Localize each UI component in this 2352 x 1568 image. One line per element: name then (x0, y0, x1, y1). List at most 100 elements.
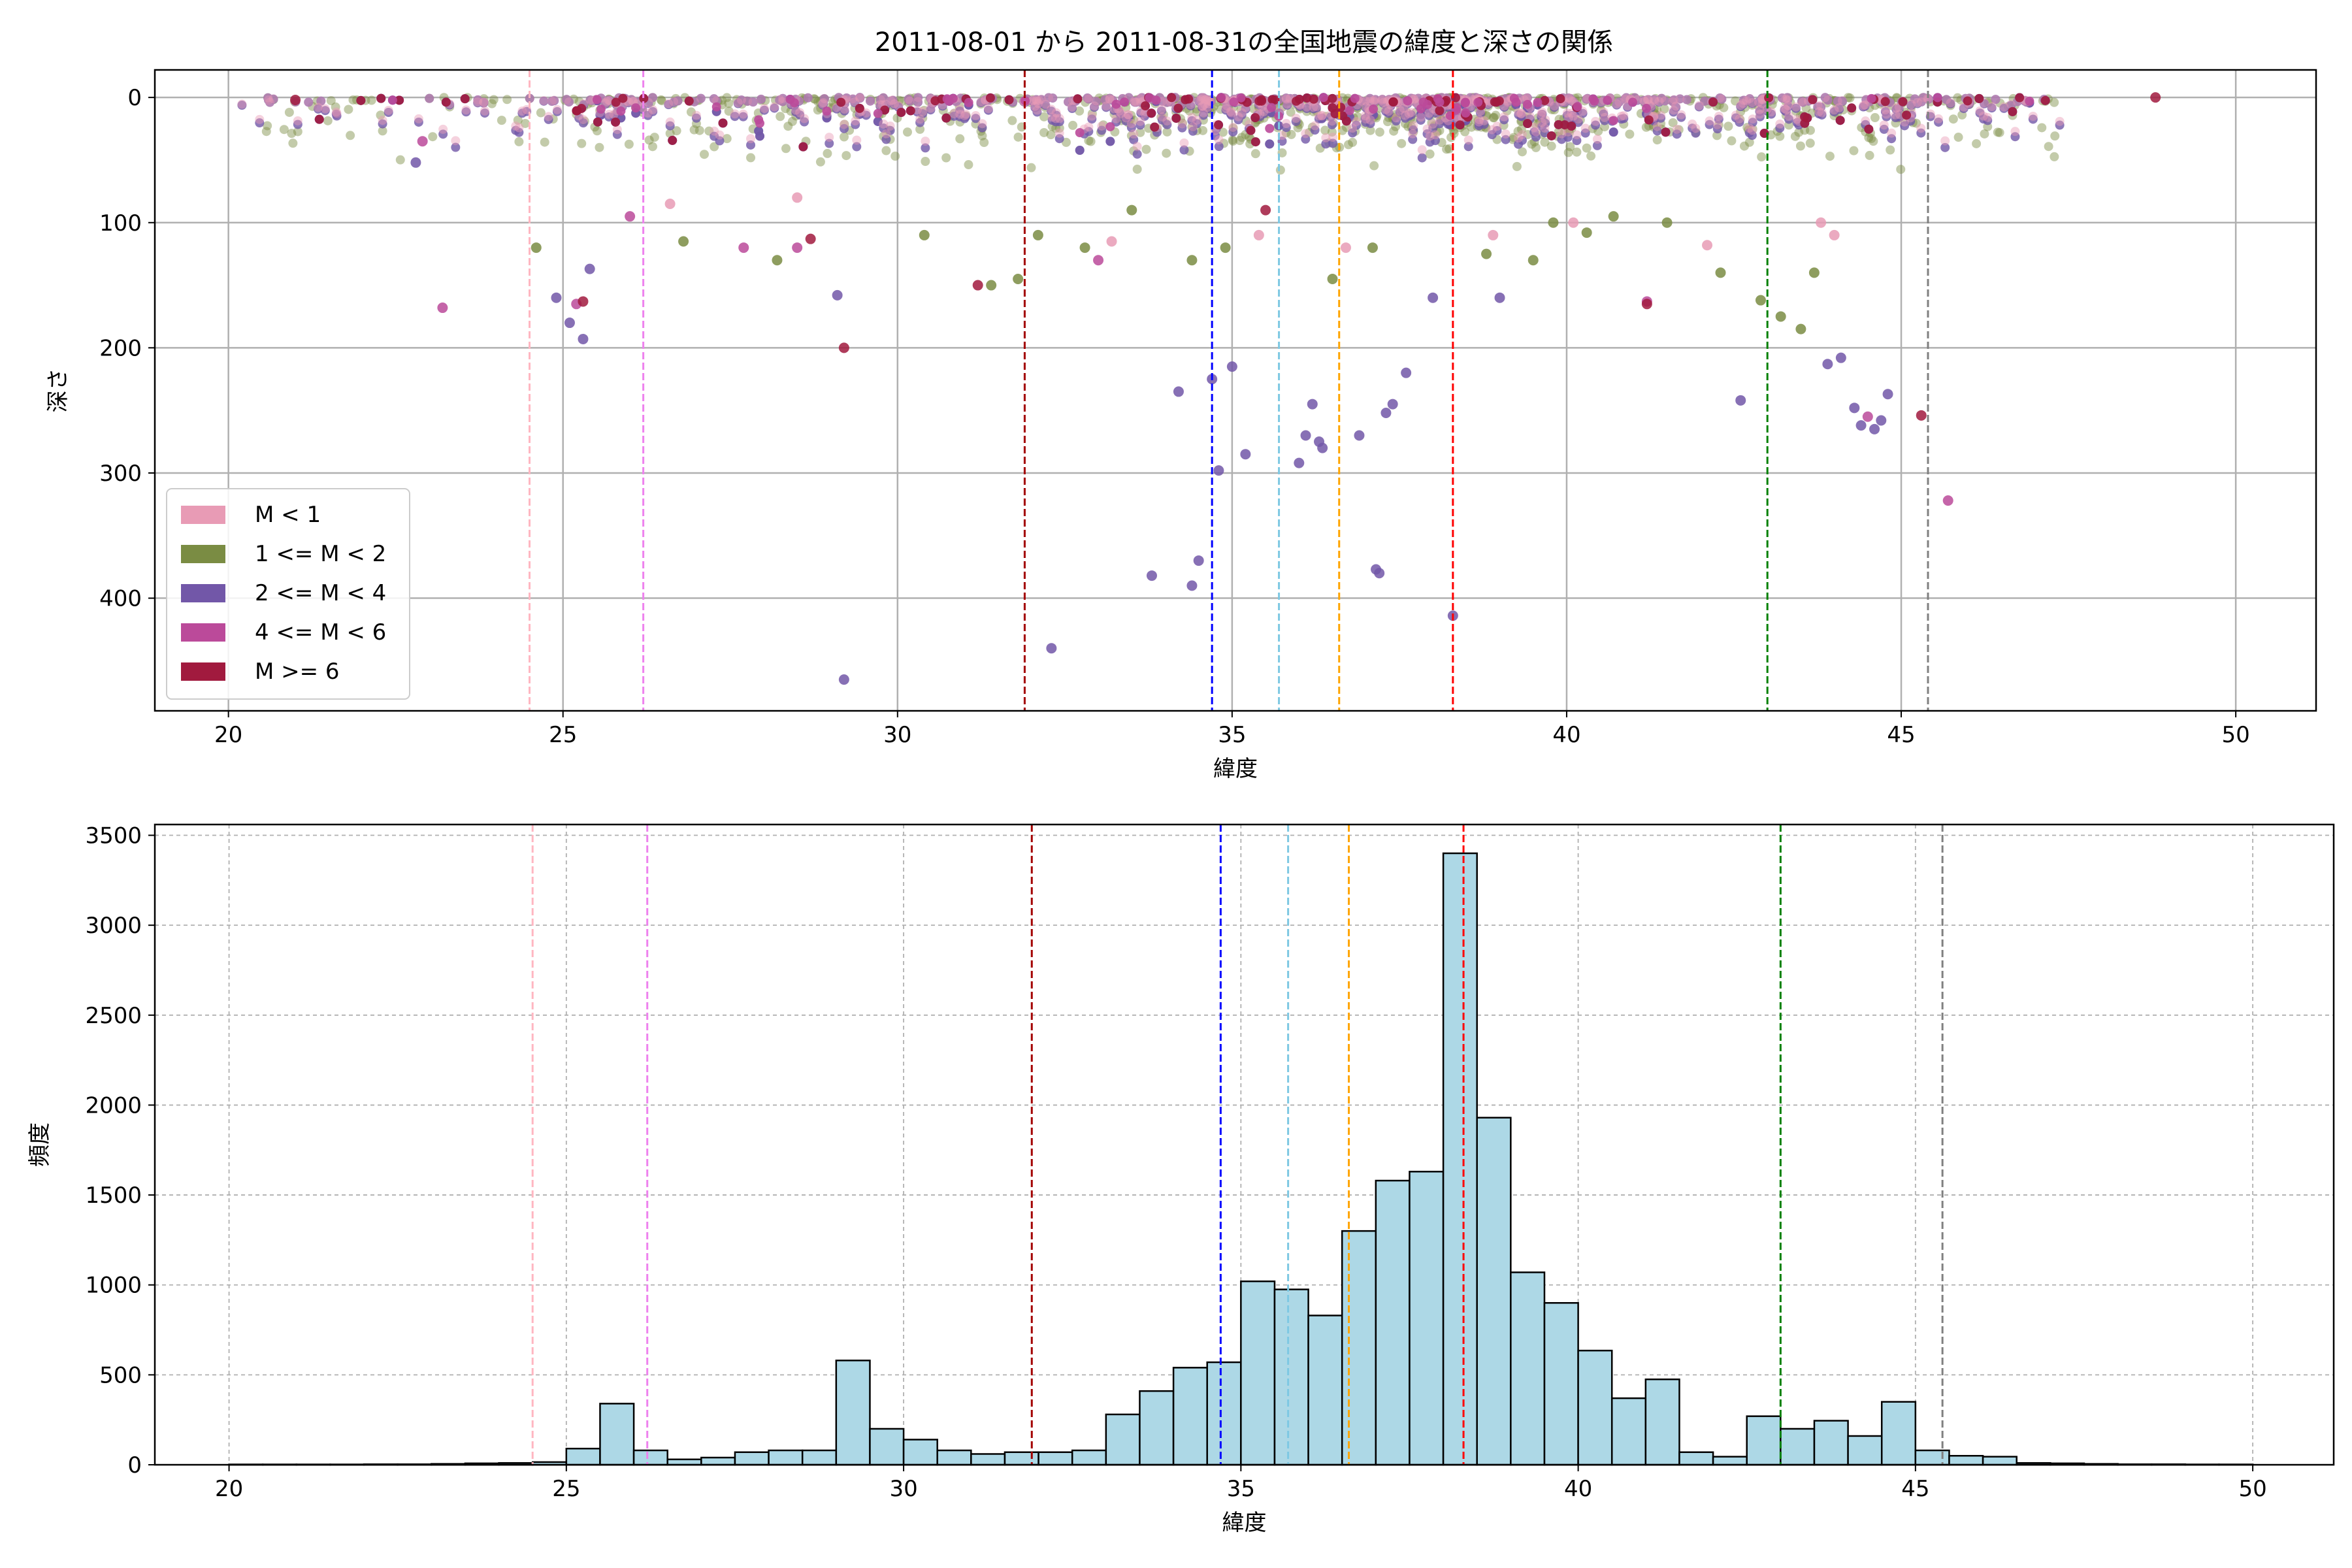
scatter-point (314, 103, 323, 112)
scatter-point (1792, 114, 1802, 124)
scatter-point (915, 124, 925, 134)
scatter-point (1237, 108, 1247, 118)
scatter-point (2025, 96, 2034, 106)
scatter-point (913, 97, 923, 106)
scatter-point (756, 94, 766, 104)
scatter-point (1237, 133, 1247, 142)
scatter-point (1924, 94, 1934, 104)
scatter-point (1389, 126, 1399, 136)
scatter-point (1829, 107, 1839, 117)
scatter-point (1281, 123, 1291, 133)
scatter-point (344, 105, 353, 114)
scatter-point (709, 94, 719, 104)
scatter-y-tick-label: 200 (99, 335, 142, 361)
scatter-point (1891, 103, 1901, 113)
scatter-point (643, 108, 653, 118)
scatter-point (428, 132, 438, 142)
scatter-point (1712, 124, 1722, 134)
scatter-point (1084, 122, 1094, 132)
scatter-point (1599, 107, 1609, 117)
scatter-point (1391, 113, 1401, 123)
scatter-point (514, 127, 524, 137)
scatter-point (1916, 123, 1926, 133)
scatter-x-tick-label: 30 (883, 722, 911, 748)
histogram-bar (1139, 1390, 1175, 1466)
scatter-point (293, 120, 302, 129)
scatter-point (1887, 128, 1897, 138)
scatter-point (1467, 122, 1477, 132)
scatter-point (1940, 142, 1950, 152)
scatter-point (1221, 103, 1231, 113)
scatter-point (955, 109, 965, 119)
scatter-point (1198, 108, 1208, 118)
histogram-bar (970, 1453, 1006, 1466)
scatter-point (1281, 119, 1291, 129)
scatter-point (1916, 410, 1927, 421)
scatter-point (1813, 102, 1823, 112)
scatter-point (1516, 124, 1526, 134)
scatter-point (1586, 151, 1596, 161)
scatter-point (578, 333, 589, 344)
scatter-point (616, 106, 626, 116)
scatter-y-tick-label: 300 (99, 461, 142, 487)
scatter-point (822, 113, 832, 123)
scatter-point (1675, 94, 1685, 104)
scatter-point (1869, 423, 1880, 434)
scatter-point (1581, 227, 1592, 238)
scatter-point (1748, 98, 1757, 108)
scatter-point (647, 142, 657, 152)
scatter-point (1455, 120, 1465, 130)
histogram-bar (936, 1449, 972, 1466)
scatter-point (1582, 143, 1592, 153)
scatter-point (1891, 105, 1901, 114)
scatter-point (596, 105, 606, 114)
scatter-point (348, 95, 358, 105)
scatter-point (1411, 97, 1420, 107)
chart-title: 2011-08-01 から 2011-08-31の全国地震の緯度と深さの関係 (875, 27, 1613, 57)
scatter-point (1135, 116, 1145, 126)
scatter-point (815, 157, 825, 167)
scatter-point (1974, 93, 1984, 103)
scatter-point (304, 97, 314, 107)
scatter-point (1084, 127, 1094, 137)
scatter-point (1369, 97, 1379, 106)
scatter-point (1736, 101, 1746, 110)
scatter-point (885, 125, 895, 135)
scatter-point (1775, 311, 1786, 322)
histogram-x-tick-label: 50 (2238, 1476, 2266, 1502)
scatter-point (1797, 97, 1806, 106)
scatter-point (866, 96, 875, 106)
scatter-point (885, 122, 895, 131)
scatter-point (1531, 132, 1541, 142)
scatter-point (1162, 116, 1172, 126)
scatter-point (1200, 101, 1209, 110)
scatter-point (1117, 111, 1126, 121)
scatter-point (1953, 133, 1963, 142)
scatter-point (855, 103, 864, 113)
scatter-point (1614, 97, 1624, 107)
scatter-x-tick-label: 25 (549, 722, 577, 748)
scatter-point (1235, 136, 1245, 146)
scatter-point (1876, 415, 1887, 426)
scatter-point (1582, 94, 1592, 104)
histogram-x-tick-label: 30 (889, 1476, 917, 1502)
scatter-point (1327, 127, 1337, 137)
scatter-point (1371, 95, 1380, 105)
scatter-point (1379, 99, 1388, 108)
scatter-point (1523, 118, 1533, 128)
scatter-point (1318, 93, 1328, 103)
scatter-point (1682, 95, 1691, 105)
scatter-point (792, 242, 803, 253)
scatter-point (1135, 120, 1145, 130)
scatter-point (1628, 97, 1638, 107)
scatter-point (1132, 97, 1141, 107)
scatter-point (1253, 229, 1264, 240)
histogram-bar (1510, 1271, 1546, 1466)
scatter-point (875, 95, 885, 105)
scatter-point (949, 109, 959, 119)
scatter-point (1460, 127, 1470, 137)
scatter-point (1777, 93, 1787, 103)
scatter-point (738, 112, 748, 122)
scatter-point (1177, 123, 1187, 133)
scatter-point (1476, 108, 1486, 118)
